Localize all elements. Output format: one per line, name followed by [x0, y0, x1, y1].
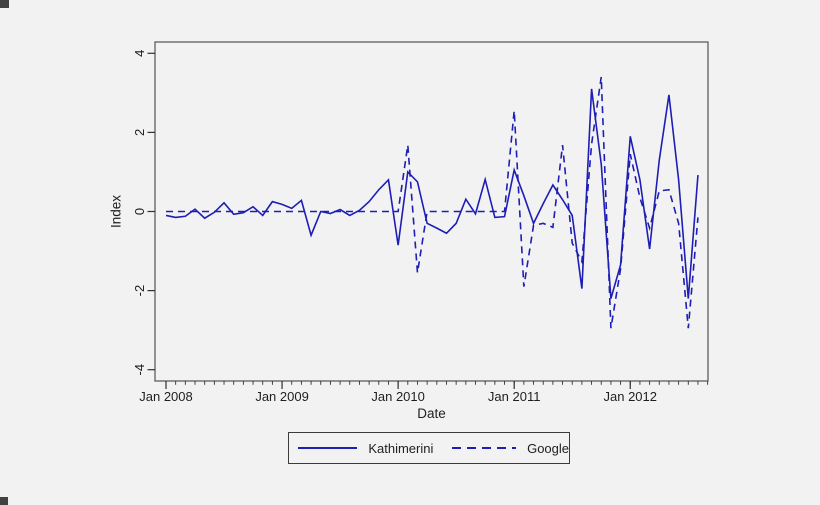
- x-tick-label: Jan 2012: [604, 389, 658, 404]
- legend-solid-line-sample: [298, 447, 358, 449]
- scan-artifact-top-left: [0, 0, 9, 8]
- legend-label-kathimerini: Kathimerini: [368, 440, 434, 456]
- x-tick-label: Jan 2010: [371, 389, 425, 404]
- x-axis-title: Date: [417, 406, 446, 421]
- chart-line-google: [166, 76, 699, 329]
- x-tick-label: Jan 2011: [488, 389, 541, 404]
- legend: Kathimerini Google: [288, 432, 570, 464]
- x-tick-label: Jan 2009: [255, 389, 309, 404]
- legend-dashed-line-sample: [451, 447, 517, 449]
- y-axis-title: Index: [108, 194, 124, 229]
- y-tick-label: 4: [132, 50, 147, 57]
- x-tick-label: Jan 2008: [139, 389, 193, 404]
- legend-label-google: Google: [527, 440, 569, 456]
- y-tick-label: 2: [132, 129, 147, 136]
- y-tick-label: -2: [132, 285, 147, 297]
- scan-artifact-bottom-left: [0, 497, 8, 505]
- chart-line-kathimerini: [165, 88, 699, 299]
- y-tick-label: -4: [132, 364, 147, 376]
- y-tick-label: 0: [132, 208, 147, 215]
